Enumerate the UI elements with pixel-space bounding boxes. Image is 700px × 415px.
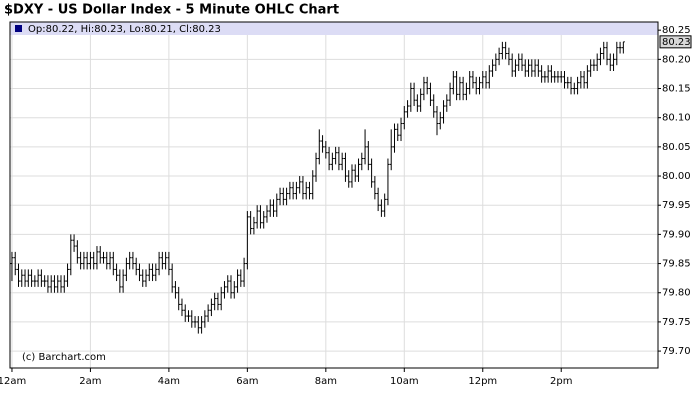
y-tick-label: 80.20: [662, 54, 691, 65]
y-tick-label: 79.95: [662, 200, 691, 211]
ohlc-bars: [10, 41, 625, 334]
x-tick-label: 12pm: [468, 376, 497, 387]
x-tick-label: 12am: [0, 376, 26, 387]
x-tick-label: 8am: [315, 376, 337, 387]
y-tick-label: 80.15: [662, 84, 691, 95]
info-bar: [10, 22, 658, 35]
last-price-box: [659, 35, 692, 49]
x-tick-label: 10am: [390, 376, 419, 387]
chart-title: $DXY - US Dollar Index - 5 Minute OHLC C…: [4, 3, 339, 18]
info-swatch: [15, 25, 22, 32]
last-price-label: 80.23: [662, 37, 691, 48]
y-tick-label: 79.90: [662, 229, 691, 240]
x-tick-label: 2pm: [550, 376, 572, 387]
axes: 79.70 79.75 79.80 79.85 79.90 79.95 80.00 80.05…: [0, 25, 692, 387]
y-tick-label: 79.85: [662, 259, 691, 270]
y-tick-label: 80.00: [662, 171, 691, 182]
y-tick-label: 80.25: [662, 25, 691, 36]
info-text: Op:80.22, Hi:80.23, Lo:80.21, Cl:80.23: [28, 24, 221, 35]
x-tick-label: 4am: [158, 376, 180, 387]
y-tick-label: 80.10: [662, 113, 691, 124]
grid: [10, 22, 658, 368]
credit: (c) Barchart.com: [22, 352, 106, 363]
y-tick-label: 80.05: [662, 142, 691, 153]
plot-frame: [9, 21, 659, 369]
x-tick-label: 2am: [79, 376, 101, 387]
y-tick-label: 79.80: [662, 288, 691, 299]
y-tick-label: 79.75: [662, 317, 691, 328]
y-tick-label: 79.70: [662, 346, 691, 357]
x-tick-label: 6am: [236, 376, 258, 387]
